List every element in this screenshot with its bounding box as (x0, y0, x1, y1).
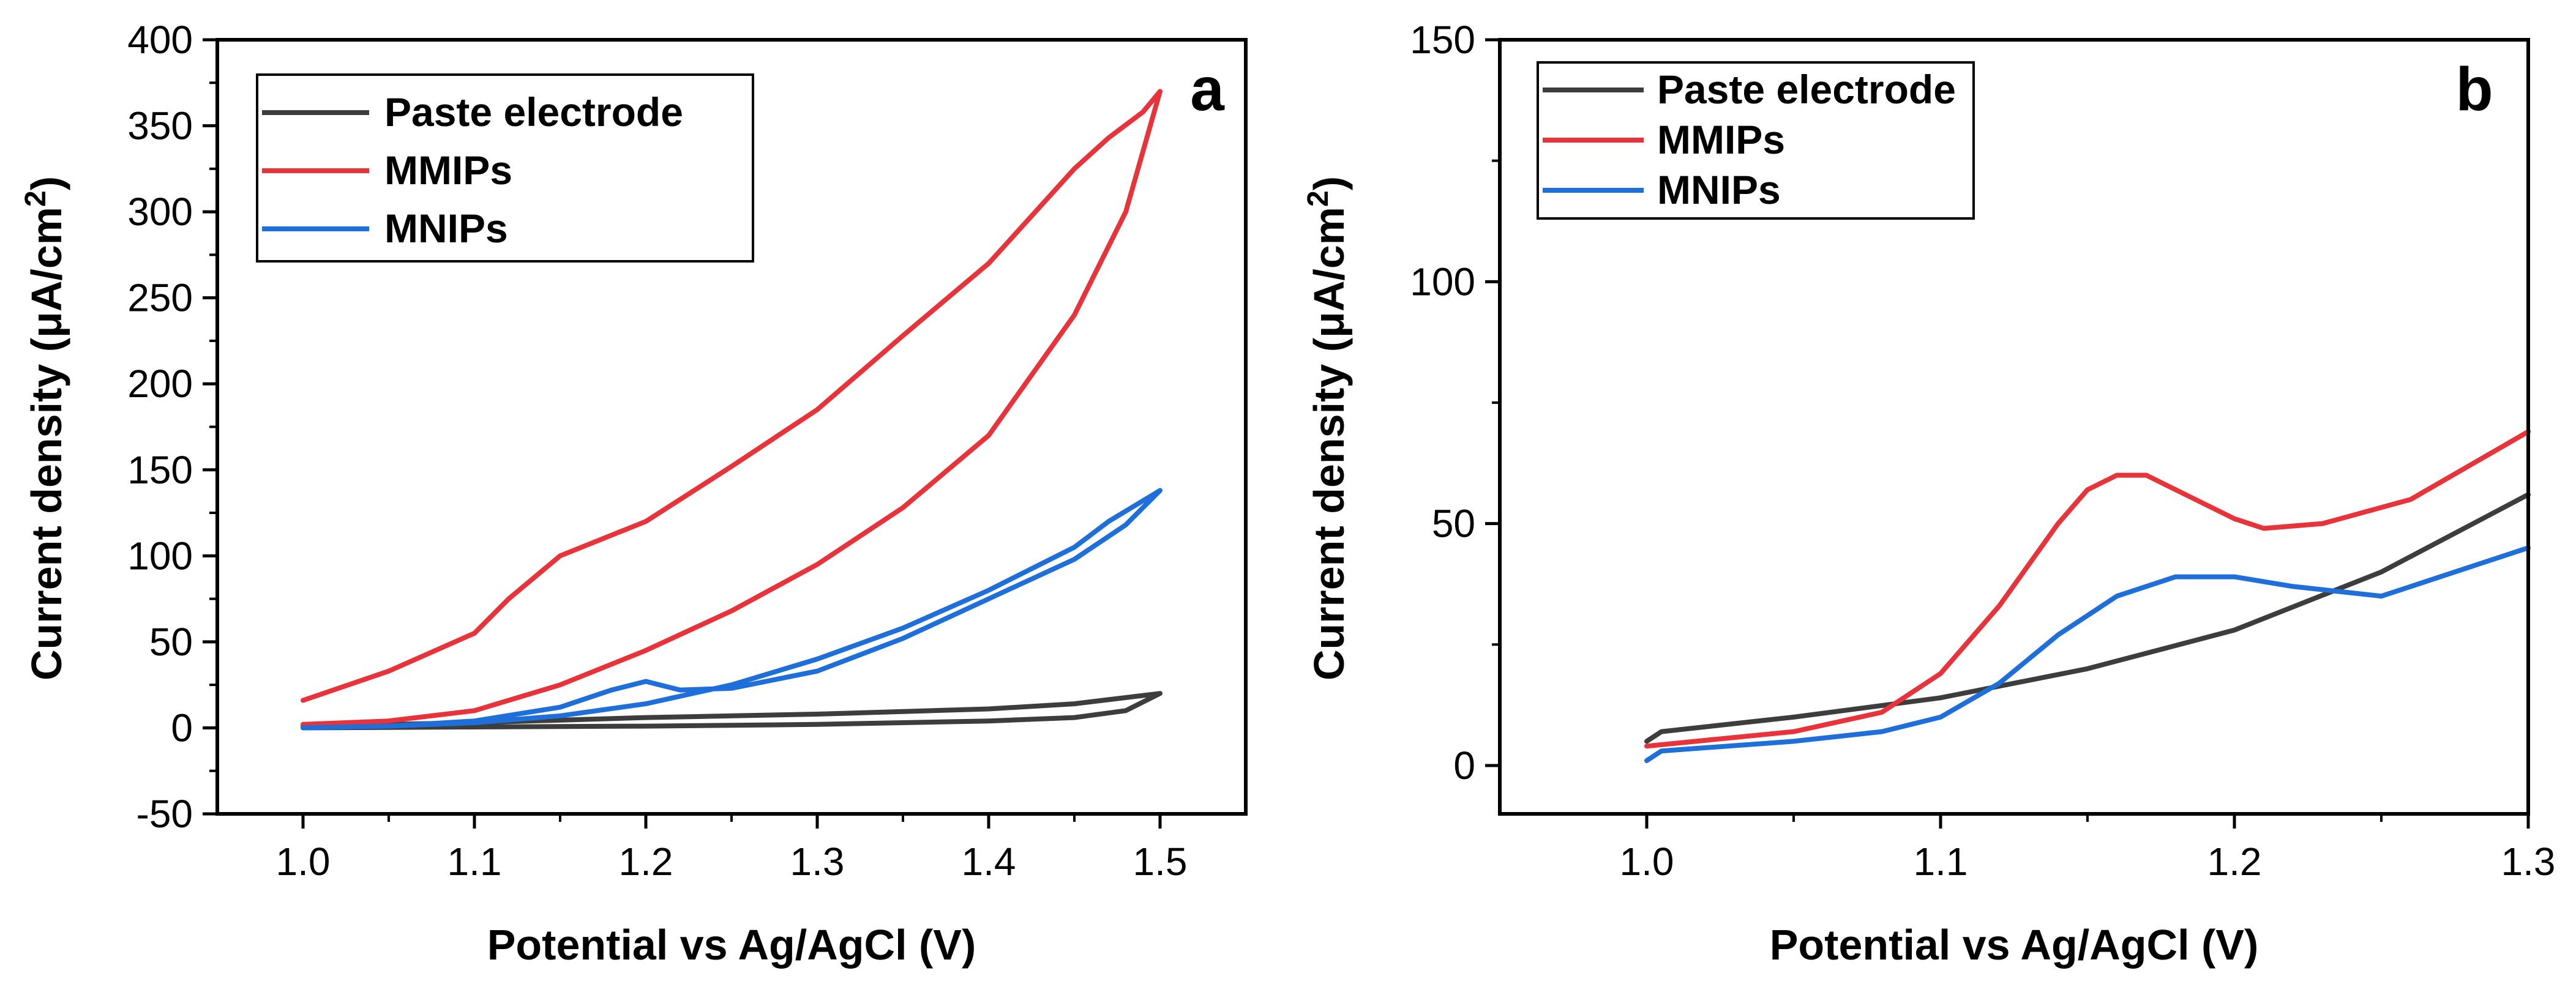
series-line-paste-electrode (301, 691, 1163, 731)
x-tick-label: 1.0 (276, 840, 331, 884)
x-tick-label: 1.4 (962, 840, 1016, 884)
y-axis-label-end: ) (23, 176, 70, 190)
x-tick-label: 1.2 (619, 840, 673, 884)
series-line-paste-electrode (1644, 492, 2531, 744)
y-axis-label-main: Current density (μA/cm (23, 207, 70, 680)
panel-letter: b (2455, 55, 2493, 124)
series-line-mnips (1644, 545, 2531, 763)
x-tick-label: 1.0 (1620, 840, 1674, 884)
y-tick-label: 50 (1432, 502, 1475, 546)
y-axis-label-main: Current density (μA/cm (1305, 207, 1353, 680)
y-tick-label: 150 (127, 448, 193, 492)
x-tick-label: 1.3 (790, 840, 845, 884)
y-axis-label-end: ) (1305, 176, 1353, 190)
legend-label: MNIPs (1657, 167, 1781, 212)
y-tick-label: 0 (171, 706, 193, 750)
x-tick-label: 1.1 (1914, 840, 1968, 884)
y-axis-label-sup: 2 (20, 190, 52, 207)
series-line-mmips (1644, 429, 2531, 749)
y-tick-label: 50 (149, 620, 193, 664)
x-tick-label: 1.5 (1133, 840, 1188, 884)
y-tick-label: 250 (127, 276, 193, 320)
legend-label: MMIPs (1657, 117, 1785, 162)
series-layer (301, 89, 1163, 731)
panel-letter: a (1190, 55, 1225, 124)
chart-panel-b: 1.0 1.1 1.2 1.3 0 50 100 150 Paste electrode MMI… (1302, 18, 2555, 969)
x-axis-label: Potential vs Ag/AgCl (V) (1770, 921, 2259, 969)
legend-label: MNIPs (384, 206, 508, 251)
x-axis-label: Potential vs Ag/AgCl (V) (487, 921, 976, 969)
y-tick-label: -50 (137, 792, 193, 836)
series-line-mmips (301, 89, 1163, 727)
y-tick-label: 300 (127, 190, 193, 234)
legend-label: Paste electrode (1657, 67, 1956, 112)
y-tick-label: 100 (127, 534, 193, 578)
legend: Paste electrode MMIPs MNIPs (256, 73, 754, 263)
y-axis-label-sup: 2 (1302, 190, 1335, 207)
x-tick-label: 1.1 (447, 840, 502, 884)
series-line-mnips (301, 488, 1163, 731)
y-tick-label: 200 (127, 362, 193, 406)
chart-panel-a: 1.0 1.1 1.2 1.3 1.4 1.5 -50 0 50 100 150 200 250 300 3… (20, 18, 1248, 969)
y-axis-label: Current density (μA/cm2) (1302, 176, 1353, 680)
x-tick-label: 1.2 (2207, 840, 2262, 884)
y-tick-label: 0 (1453, 743, 1475, 788)
tick-layer: 1.0 1.1 1.2 1.3 0 50 100 150 (1410, 18, 2555, 884)
y-tick-label: 100 (1410, 259, 1475, 304)
y-tick-label: 400 (127, 18, 193, 62)
legend-label: MMIPs (384, 147, 512, 193)
legend-label: Paste electrode (384, 89, 683, 135)
series-layer (1644, 429, 2531, 763)
plot-frame (1498, 38, 2530, 816)
y-axis-label: Current density (μA/cm2) (20, 176, 70, 680)
x-tick-label: 1.3 (2501, 840, 2556, 884)
y-tick-label: 150 (1410, 18, 1475, 62)
y-tick-label: 350 (127, 104, 193, 148)
tick-layer: 1.0 1.1 1.2 1.3 1.4 1.5 -50 0 50 100 150 200 250 300 3… (127, 18, 1187, 884)
legend: Paste electrode MMIPs MNIPs (1537, 61, 1975, 220)
